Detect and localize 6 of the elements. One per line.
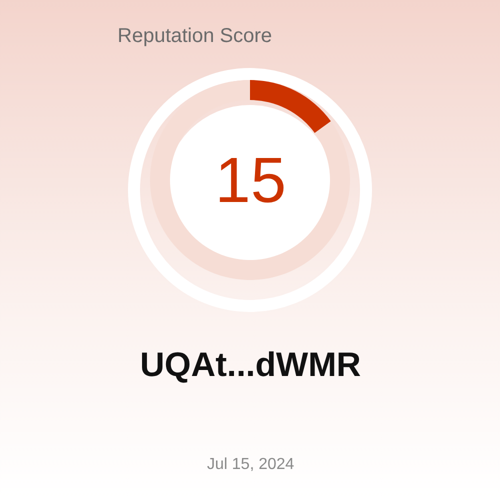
text: Jul 15, 2024 bbox=[207, 456, 294, 473]
text: 15 bbox=[215, 144, 286, 216]
donut-slice bbox=[250, 80, 331, 133]
text: UQAt...dWMR bbox=[140, 346, 361, 384]
donut-slice bbox=[150, 80, 350, 280]
chart-title: Reputation Score bbox=[118, 25, 272, 47]
